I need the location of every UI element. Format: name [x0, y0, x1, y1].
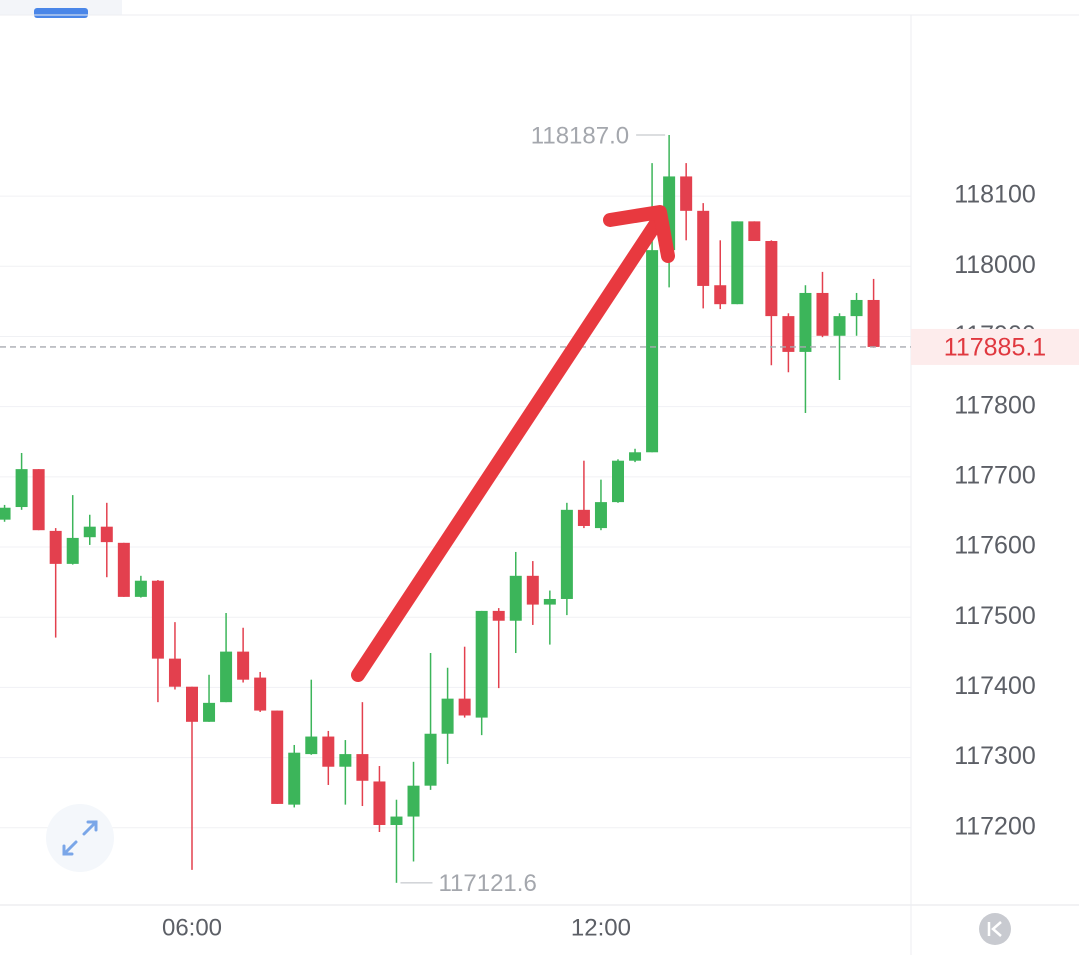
expand-icon	[62, 820, 98, 856]
candle-body	[441, 698, 454, 734]
candle-body	[271, 710, 284, 804]
expand-button[interactable]	[46, 804, 114, 872]
candle-body	[714, 285, 727, 305]
candle-body	[134, 580, 147, 597]
candle-body	[32, 469, 45, 531]
last-price-label: 117885.1	[944, 334, 1046, 362]
candle-body	[237, 651, 250, 680]
candle-body	[697, 210, 710, 286]
arrow-shaft	[351, 215, 664, 682]
candle-body	[850, 299, 863, 317]
candle-body	[526, 575, 539, 605]
low-label: 117121.6	[438, 870, 536, 897]
candle-body	[458, 698, 471, 716]
candle-body	[390, 816, 403, 825]
candle-body	[220, 651, 233, 703]
candle-body	[356, 754, 369, 781]
candle-body	[560, 509, 573, 599]
x-tick-label: 06:00	[162, 914, 222, 941]
candle-body	[288, 752, 301, 805]
scroll-end-icon	[987, 921, 1002, 937]
y-tick-label: 117400	[954, 672, 1036, 700]
candle-body	[577, 509, 590, 526]
y-tick-label: 117600	[954, 532, 1036, 560]
candle-body	[799, 292, 812, 352]
candle-body	[15, 469, 28, 508]
candle-body	[407, 785, 420, 817]
tab-button[interactable]	[34, 8, 88, 18]
candle-body	[816, 292, 829, 336]
candle-body	[424, 733, 437, 786]
last-price-box	[911, 328, 1079, 365]
candle-body	[765, 241, 778, 317]
candle-body	[339, 754, 352, 767]
candle-body	[731, 221, 744, 305]
candle-body	[305, 736, 318, 755]
candle-body	[629, 452, 642, 461]
candle-body	[322, 736, 335, 767]
candle-body	[612, 460, 624, 503]
candle-body	[0, 507, 11, 520]
candle-body	[117, 542, 130, 597]
expand-arrows	[62, 820, 98, 856]
y-tick-label: 118100	[954, 181, 1036, 209]
candle-body	[151, 580, 164, 659]
y-tick-label: 117800	[954, 391, 1036, 419]
arrow-head	[603, 205, 675, 263]
candle-body	[168, 658, 181, 687]
x-tick-label: 12:00	[571, 914, 631, 941]
candle-body	[509, 575, 522, 621]
candle-body	[186, 686, 198, 722]
trend-arrow	[351, 205, 675, 682]
high-label: 118187.0	[531, 122, 629, 149]
candle-body	[49, 530, 62, 564]
candle-body	[594, 502, 607, 529]
candle-body	[203, 702, 216, 722]
candle-body	[100, 526, 113, 543]
candle-body	[680, 176, 693, 211]
scroll-end-button[interactable]	[979, 913, 1011, 945]
candle-body	[782, 316, 795, 352]
y-tick-label: 117500	[954, 602, 1036, 630]
y-tick-label: 117200	[954, 812, 1036, 840]
y-tick-label: 118000	[954, 251, 1036, 279]
y-tick-label: 117700	[954, 461, 1036, 489]
candle-body	[373, 781, 386, 825]
tab-strip	[0, 0, 122, 15]
candle-body	[748, 221, 761, 242]
candle-body	[492, 610, 505, 621]
y-tick-label: 117300	[954, 742, 1036, 770]
candle-body	[833, 316, 846, 336]
candle-body	[475, 610, 488, 718]
candle-body	[254, 677, 267, 711]
candle-body	[646, 250, 659, 453]
candle-body	[66, 537, 79, 564]
candle-body	[543, 598, 556, 605]
candle-body	[867, 299, 880, 347]
candle-body	[83, 526, 96, 538]
plot-layer: 117200 117300 117400 117500 117600 117700 1178…	[0, 14, 1079, 955]
